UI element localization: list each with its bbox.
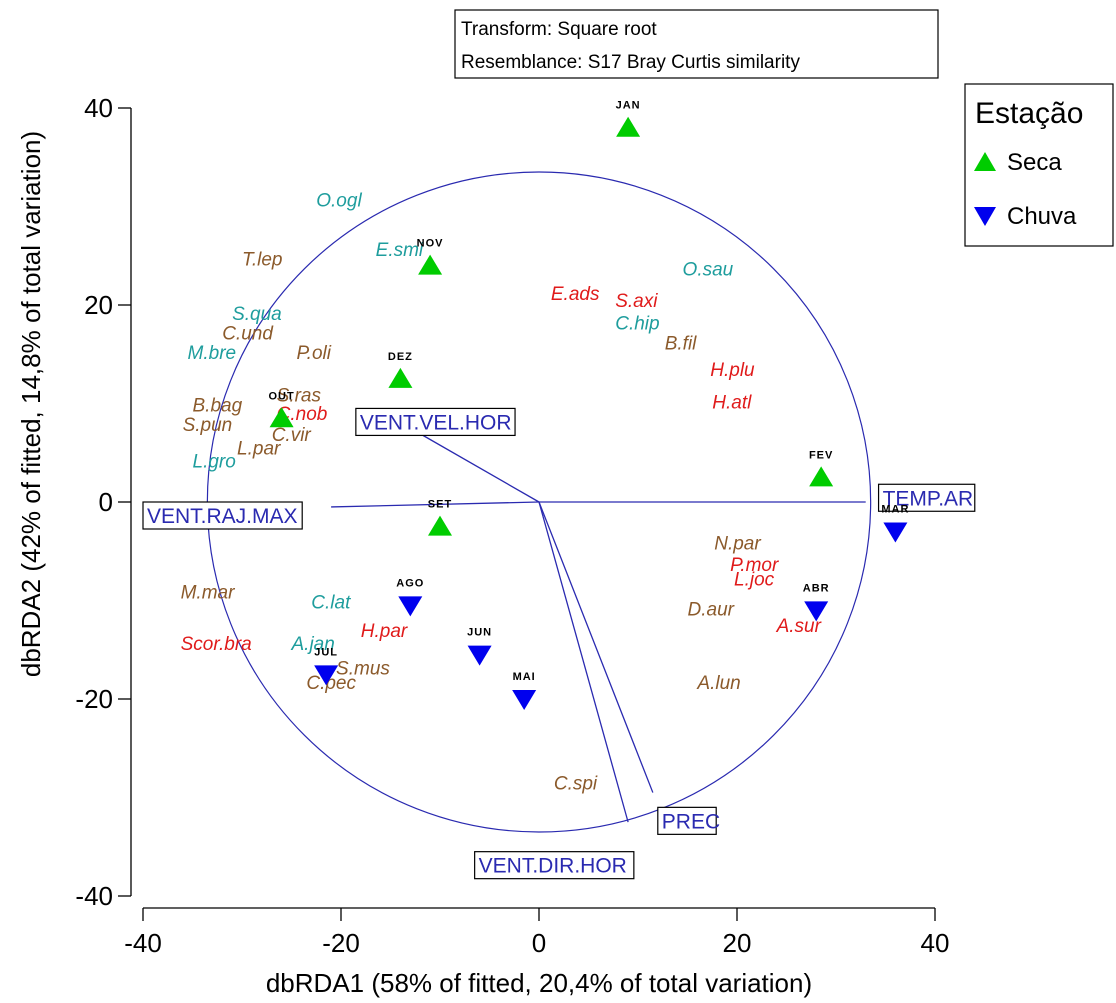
species-label-l-joc: L.joc: [734, 570, 775, 591]
point-set: [428, 515, 452, 536]
species-label-c-spi: C.spi: [554, 774, 598, 795]
species-label-c-nob: C.nob: [277, 404, 328, 425]
vector-label-vent-raj-max: VENT.RAJ.MAX: [147, 505, 298, 528]
species-label-s-pun: S.pun: [183, 415, 233, 436]
point-jan: [616, 116, 641, 137]
species-label-e-smi: E.smi: [376, 240, 424, 261]
species-label-c-lat: C.lat: [311, 592, 351, 613]
vector-layer: VENT.VEL.HOR VENT.RAJ.MAX TEMP.AR PREC VENT.…: [142, 407, 976, 880]
x-axis-label: dbRDA1 (58% of fitted, 20,4% of total va…: [266, 968, 812, 998]
vector-vent-vel-hor: [409, 427, 540, 503]
species-label-scor-bra: Scor.bra: [181, 634, 252, 655]
vector-label-temp-ar: TEMP.AR: [883, 487, 974, 510]
species-label-s-ras: S.ras: [277, 386, 322, 407]
species-label-a-jan: A.jan: [291, 634, 335, 655]
legend-title: Estação: [975, 97, 1083, 130]
legend-chuva-label: Chuva: [1007, 203, 1077, 230]
species-label-c-hip: C.hip: [615, 314, 659, 335]
point-mar: [883, 522, 908, 543]
point-ago: [398, 596, 423, 617]
point-mai: [512, 690, 537, 710]
species-label-b-bag: B.bag: [193, 395, 243, 416]
vector-vent-raj-max: [331, 501, 540, 508]
species-label-n-par: N.par: [714, 533, 761, 554]
point-label-ago: AGO: [396, 577, 424, 589]
x-tick-label: -40: [124, 928, 162, 958]
vector-label-prec: PREC: [662, 810, 720, 833]
point-label-fev: FEV: [809, 449, 833, 461]
vector-label-vent-vel-hor: VENT.VEL.HOR: [360, 411, 512, 434]
species-label-a-sur: A.sur: [776, 616, 822, 637]
species-label-o-ogl: O.ogl: [316, 191, 362, 212]
y-tick-label: 0: [99, 487, 113, 517]
y-tick-label: 20: [84, 290, 113, 320]
x-tick-label: 20: [723, 928, 752, 958]
legend: Estação Seca Chuva: [964, 83, 1114, 247]
species-label-c-und: C.und: [222, 323, 274, 344]
sample-point-layer: JAN NOV DEZ OUT FEV SET MAR ABR AGO JUL JUN MAI: [268, 100, 909, 710]
species-label-a-lun: A.lun: [696, 673, 740, 694]
point-label-jun: JUN: [467, 627, 492, 639]
vector-label-box: [355, 407, 516, 437]
species-label-s-axi: S.axi: [615, 291, 658, 312]
species-label-b-fil: B.fil: [665, 333, 697, 354]
point-label-nov: NOV: [417, 238, 444, 250]
point-label-mar: MAR: [881, 504, 909, 516]
point-jun: [467, 645, 492, 666]
vector-vent-dir-hor: [538, 501, 629, 823]
point-out: [269, 407, 294, 428]
species-label-e-ads: E.ads: [551, 284, 600, 305]
species-label-p-oli: P.oli: [296, 343, 331, 364]
point-label-mai: MAI: [513, 671, 536, 683]
vector-prec: [538, 501, 654, 793]
species-label-s-mus: S.mus: [336, 658, 390, 679]
point-label-jan: JAN: [616, 100, 641, 112]
point-jul: [314, 665, 339, 686]
species-label-d-aur: D.aur: [688, 599, 735, 620]
axes: -40 -20 0 20 40 40 20 0 -20 -40: [75, 93, 949, 958]
species-label-l-gro: L.gro: [193, 452, 236, 473]
x-tick-label: 40: [921, 928, 950, 958]
point-label-set: SET: [428, 499, 452, 511]
vector-label-box: [142, 501, 303, 530]
species-label-s-qua: S.qua: [232, 304, 282, 325]
y-tick-label: -20: [75, 684, 113, 714]
species-label-h-plu: H.plu: [710, 360, 755, 381]
legend-chuva-marker: [974, 207, 996, 226]
legend-seca-marker: [974, 152, 996, 171]
resemblance-text: Resemblance: S17 Bray Curtis similarity: [461, 52, 800, 73]
point-label-dez: DEZ: [388, 351, 413, 363]
y-axis-label: dbRDA2 (42% of fitted, 14,8% of total va…: [16, 131, 46, 677]
species-label-m-mar: M.mar: [181, 583, 236, 604]
point-label-abr: ABR: [803, 582, 830, 594]
legend-seca-label: Seca: [1007, 149, 1062, 176]
vector-label-box: [657, 806, 717, 835]
point-label-jul: JUL: [314, 646, 338, 658]
y-tick-label: 40: [84, 93, 113, 123]
transform-text: Transform: Square root: [461, 19, 657, 40]
species-label-layer: O.ogl E.smi T.lep O.sau E.ads S.axi S.qua C.hip…: [181, 191, 822, 795]
species-label-c-pec: C.pec: [306, 673, 356, 694]
vector-label-vent-dir-hor: VENT.DIR.HOR: [479, 855, 627, 878]
vector-label-box: [474, 851, 635, 880]
species-label-p-mor: P.mor: [730, 555, 779, 576]
point-fev: [809, 466, 834, 487]
y-tick-label: -40: [75, 881, 113, 911]
point-dez: [388, 367, 413, 388]
point-label-out: OUT: [268, 390, 294, 402]
transform-box: Transform: Square root Resemblance: S17 …: [454, 9, 939, 79]
point-abr: [804, 601, 829, 622]
species-label-h-par: H.par: [361, 621, 408, 642]
point-nov: [418, 254, 443, 275]
species-label-l-par: L.par: [237, 439, 281, 460]
species-label-o-sau: O.sau: [683, 259, 734, 280]
species-label-m-bre: M.bre: [188, 343, 237, 364]
species-label-t-lep: T.lep: [242, 250, 283, 271]
species-label-c-vir: C.vir: [272, 425, 312, 446]
x-tick-label: 0: [532, 928, 546, 958]
x-tick-label: -20: [322, 928, 360, 958]
vector-label-box: [877, 483, 976, 512]
species-label-h-atl: H.atl: [712, 392, 752, 413]
